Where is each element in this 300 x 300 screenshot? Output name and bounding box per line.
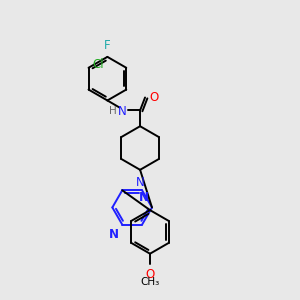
- Text: N: N: [136, 176, 145, 189]
- Text: O: O: [146, 268, 154, 281]
- Text: O: O: [149, 91, 158, 104]
- Text: F: F: [104, 39, 111, 52]
- Text: Cl: Cl: [92, 58, 104, 71]
- Text: N: N: [118, 105, 127, 118]
- Text: N: N: [139, 191, 149, 205]
- Text: H: H: [109, 106, 116, 116]
- Text: N: N: [109, 228, 119, 241]
- Text: CH₃: CH₃: [140, 278, 160, 287]
